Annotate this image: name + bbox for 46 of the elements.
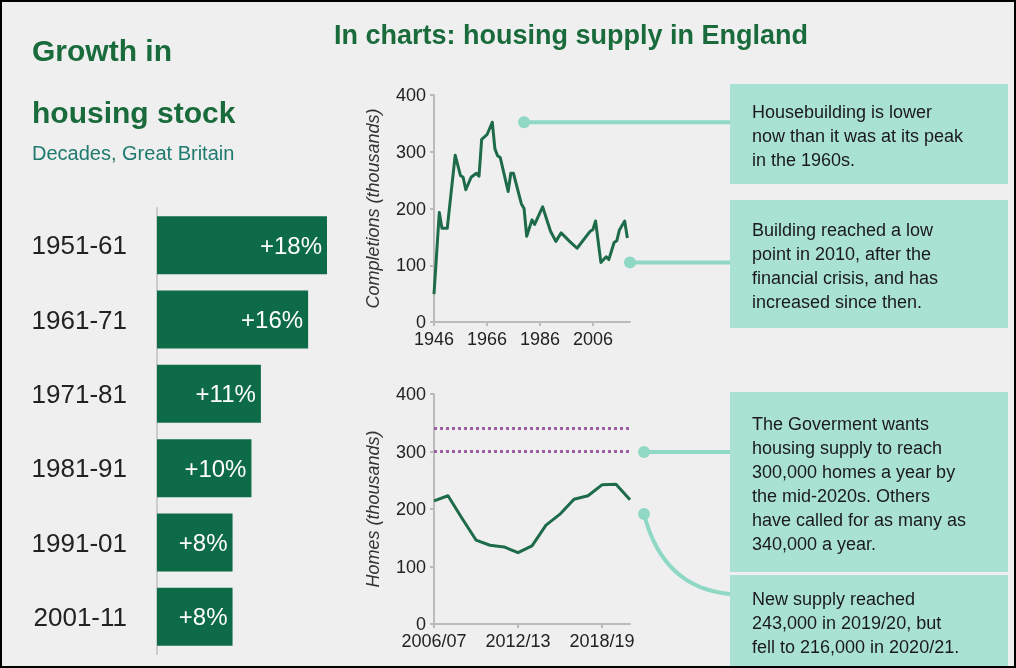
data-label: +8%	[178, 603, 228, 631]
x-tick-label: 1966	[466, 329, 507, 349]
y-tick-label: 1951-61	[31, 230, 127, 261]
chart-title: In charts: housing supply in England	[334, 20, 809, 51]
line-series	[432, 482, 632, 555]
y-tick-label: 2001-11	[33, 601, 127, 632]
y-tick-label: 300	[395, 141, 426, 162]
y-axis-title: Completions (thousands)	[363, 108, 383, 309]
x-tick-label: 2018/19	[569, 631, 635, 651]
line-series	[432, 120, 629, 296]
data-label: +16%	[241, 306, 304, 333]
bar	[157, 587, 233, 646]
y-tick-label: 400	[395, 384, 426, 404]
y-tick-label: 1981-91	[31, 453, 127, 484]
bar	[157, 439, 252, 498]
y-axis-title: Homes (thousands)	[363, 430, 383, 588]
y-tick-label: 100	[395, 556, 426, 577]
y-tick-label: 1971-81	[31, 378, 127, 409]
chart-subtitle: Decades, Great Britain	[32, 142, 235, 165]
x-tick-label: 2006	[572, 329, 613, 349]
y-tick-label: 300	[395, 441, 426, 462]
y-tick-label: 100	[395, 255, 426, 276]
y-tick-label: 400	[395, 85, 426, 105]
x-tick-label: 1946	[413, 329, 455, 349]
text: The Goverment wants housing supply to reach 300,000 homes a year by the mid-2020s. Others have called for as many as 340,000 a year.	[730, 392, 1008, 572]
data-label: +8%	[178, 529, 228, 556]
bar	[157, 513, 233, 572]
x-tick-label: 1986	[519, 329, 560, 349]
data-label: +10%	[184, 454, 247, 482]
y-tick-label: 200	[395, 198, 426, 219]
bar	[157, 290, 309, 349]
bar	[157, 364, 261, 423]
text: New supply reached 243,000 in 2019/20, but fell to 216,000 in 2020/21.	[730, 575, 1008, 667]
bar	[157, 216, 327, 275]
x-tick-label: 2006/07	[401, 631, 467, 651]
x-tick-label: 2012/13	[485, 631, 551, 651]
annotation: Housebuilding is lower now than it was at its peak in the 1960s.	[730, 84, 1008, 184]
y-tick-label: 0	[415, 614, 426, 634]
data-label: +11%	[195, 380, 256, 408]
chart-title: Growth in housing stock	[32, 34, 236, 129]
y-tick-label: 0	[415, 312, 426, 332]
annotation: Building reached a low point in 2010, after the financial crisis, and has increased since then.	[730, 200, 1008, 328]
y-tick-label: 1961-71	[31, 304, 127, 335]
y-tick-label: 200	[395, 499, 426, 519]
y-tick-label: 1991-01	[31, 527, 127, 558]
data-label: +18%	[259, 231, 322, 259]
